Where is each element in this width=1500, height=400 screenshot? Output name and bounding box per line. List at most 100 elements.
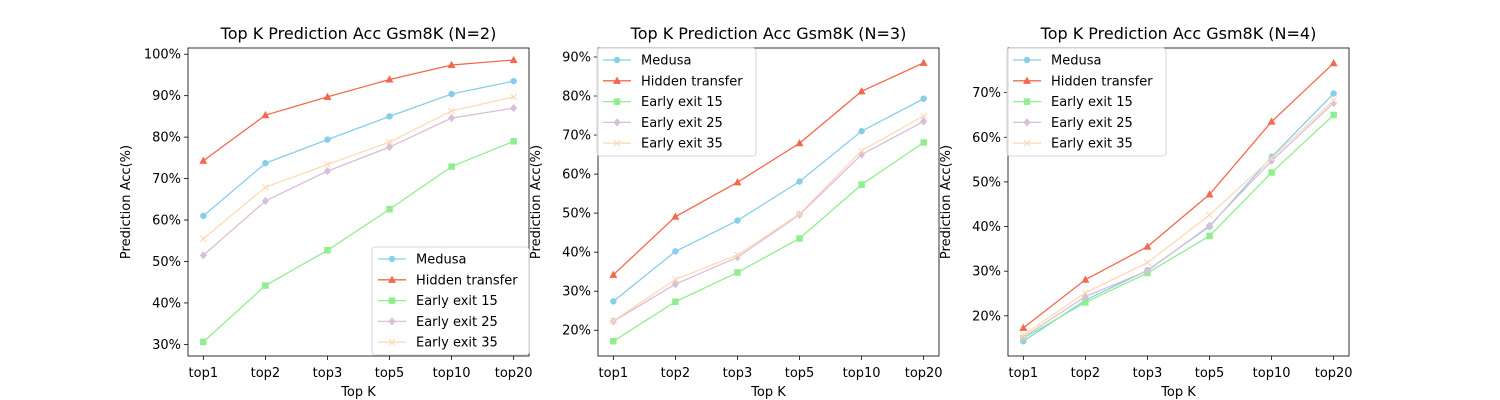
data-point — [672, 248, 679, 255]
data-point — [920, 139, 927, 146]
data-point — [1329, 58, 1338, 67]
data-point — [1019, 323, 1028, 331]
chart-title: Top K Prediction Acc Gsm8K (N=2) — [220, 24, 497, 43]
series-2 — [199, 55, 518, 164]
chart-panel-2: Top K Prediction Acc Gsm8K (N=3) 20% 30% 40… — [529, 24, 943, 400]
chart-title: Top K Prediction Acc Gsm8K (N=3) — [630, 24, 907, 43]
legend-label: Medusa — [1051, 54, 1101, 69]
plot-frame — [1007, 47, 1350, 357]
y-tick-label: 60% — [562, 168, 591, 183]
data-point — [1144, 259, 1151, 267]
series-line — [612, 98, 924, 302]
data-point — [1268, 169, 1275, 176]
data-point — [509, 55, 518, 64]
y-tick-label: 50% — [562, 207, 591, 222]
data-point — [324, 136, 331, 143]
data-point — [610, 298, 617, 305]
data-point — [796, 178, 803, 185]
data-point — [858, 147, 866, 155]
legend-label: Early exit 35 — [641, 137, 723, 152]
x-tick-label: top2 — [661, 366, 691, 381]
legend-marker — [613, 56, 621, 64]
legend-label: Early exit 15 — [1051, 95, 1133, 110]
legend-marker — [387, 275, 397, 283]
data-point — [200, 338, 207, 346]
series-line — [1022, 62, 1335, 329]
series-line — [1023, 114, 1335, 339]
series-line — [202, 140, 514, 343]
data-point — [1081, 289, 1089, 297]
legend-label: Early exit 15 — [641, 95, 723, 110]
data-point — [920, 117, 928, 126]
data-point — [386, 138, 393, 146]
x-tick-label: top3 — [1133, 366, 1163, 381]
x-tick-label: top3 — [723, 366, 753, 381]
series-line — [1022, 99, 1335, 336]
y-tick-label: 30% — [152, 338, 181, 353]
x-axis-label: Top K — [340, 385, 376, 400]
legend: Medusa Hidden transfer Early exit 15 Early … — [1006, 47, 1167, 157]
x-tick-label: top1 — [1009, 366, 1039, 381]
data-point — [920, 112, 928, 120]
legend-label: Hidden transfer — [1051, 74, 1153, 89]
legend-label: Early exit 35 — [416, 336, 498, 351]
data-point — [510, 103, 518, 113]
legend-marker — [388, 317, 396, 326]
y-tick-label: 20% — [972, 309, 1001, 324]
series-line — [1022, 102, 1335, 338]
data-point — [1330, 96, 1338, 104]
data-point — [1206, 232, 1213, 240]
legend-label: Hidden transfer — [641, 74, 743, 89]
series-line — [202, 80, 514, 217]
data-point — [671, 279, 680, 289]
legend: Medusa Hidden transfer Early exit 15 Early … — [596, 47, 757, 157]
y-tick-label: 90% — [562, 50, 591, 65]
y-tick-label: 40% — [152, 296, 181, 311]
x-tick-label: top2 — [251, 366, 281, 381]
y-tick-label: 20% — [562, 324, 591, 339]
y-tick-label: 40% — [562, 246, 591, 261]
y-tick-label: 70% — [152, 172, 181, 187]
data-point — [1330, 111, 1337, 119]
data-point — [1019, 331, 1027, 339]
data-point — [671, 276, 679, 283]
legend-box — [371, 246, 530, 356]
data-point — [796, 235, 803, 242]
legend-marker — [388, 297, 396, 304]
series-line — [612, 115, 924, 322]
data-point — [510, 77, 517, 85]
data-point — [857, 87, 866, 95]
data-point — [262, 159, 269, 167]
data-point — [261, 110, 270, 119]
x-axis-label: Top K — [750, 385, 786, 400]
data-point — [609, 317, 617, 325]
data-point — [734, 251, 741, 259]
x-tick-label: top1 — [599, 366, 629, 381]
legend-marker — [1022, 76, 1032, 84]
x-tick-label: top10 — [433, 366, 471, 381]
series-line — [613, 120, 924, 322]
y-tick-label: 70% — [972, 86, 1001, 101]
plot-frame — [597, 47, 940, 357]
y-axis-label: Prediction Acc(%) — [119, 145, 134, 259]
data-point — [323, 92, 332, 100]
series-line — [202, 96, 514, 240]
legend-marker — [1023, 98, 1031, 105]
series-line — [202, 107, 514, 256]
y-tick-label: 50% — [972, 175, 1001, 190]
chart-title: Top K Prediction Acc Gsm8K (N=4) — [1040, 24, 1317, 43]
y-tick-label: 80% — [562, 90, 591, 105]
legend: Medusa Hidden transfer Early exit 15 Early … — [371, 246, 530, 356]
legend-label: Medusa — [416, 253, 466, 268]
data-point — [448, 107, 456, 115]
data-point — [609, 270, 618, 278]
data-point — [1143, 266, 1152, 275]
legend-marker — [1023, 56, 1031, 64]
series-line — [612, 141, 925, 342]
legend-label: Medusa — [641, 54, 691, 69]
y-tick-label: 60% — [972, 131, 1001, 146]
data-point — [261, 183, 269, 191]
x-tick-label: top5 — [1195, 366, 1225, 381]
data-point — [1019, 333, 1027, 342]
